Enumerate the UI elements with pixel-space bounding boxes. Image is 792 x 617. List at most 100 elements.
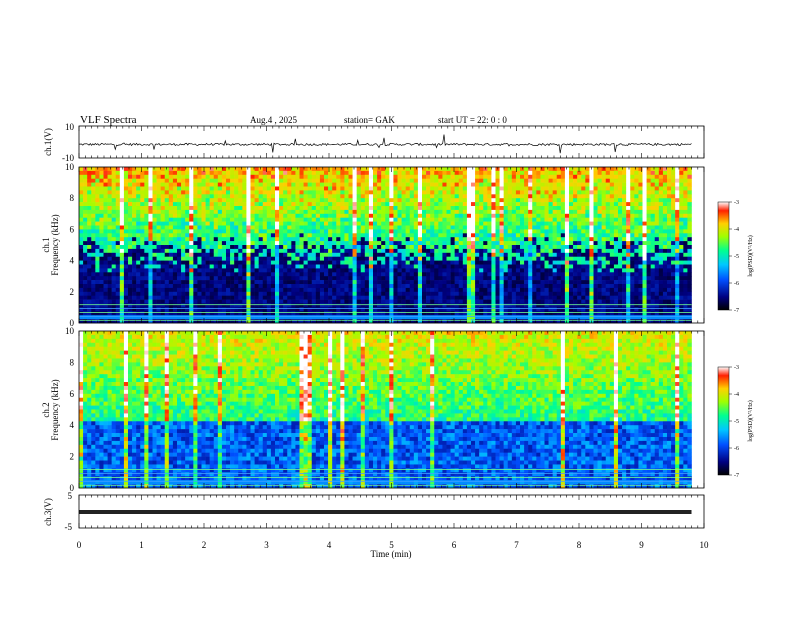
spec1-cell — [213, 209, 219, 215]
spec1-cell — [226, 198, 231, 203]
spec1-cell — [217, 190, 223, 195]
spec1-cell — [172, 233, 178, 238]
spec1-cell — [242, 295, 247, 300]
spec1-cell — [189, 221, 194, 226]
spec1-cell — [197, 182, 202, 187]
spec1-cell — [128, 186, 133, 191]
spec1-cell — [581, 202, 586, 207]
spec1-cell — [91, 178, 96, 183]
spec1-cell — [193, 299, 198, 304]
spec1-cell — [479, 319, 484, 324]
spec1-cell — [148, 241, 153, 246]
spec1-cell — [360, 264, 366, 269]
spec1-cell — [168, 272, 174, 277]
spec1-cell — [483, 256, 488, 261]
spec1-cell — [401, 311, 406, 316]
spec1-cell — [128, 194, 133, 199]
spec1-cell — [336, 287, 341, 293]
spec1-cell — [148, 311, 153, 316]
spec1-cell — [377, 190, 382, 195]
spec1-cell — [140, 229, 145, 234]
spec1-cell — [413, 245, 419, 250]
spec1-cell — [536, 225, 541, 230]
spec1-cell — [119, 241, 125, 246]
spec1-cell — [356, 198, 362, 203]
spec1-cell — [172, 284, 178, 289]
spec1-cell — [140, 167, 145, 172]
spec1-cell — [242, 194, 247, 199]
spec1-cell — [438, 272, 443, 277]
spec1-cell — [319, 186, 325, 191]
spec1-cell — [287, 167, 292, 172]
spec1-cell — [503, 190, 509, 195]
spec1-cell — [348, 237, 353, 242]
spec1-cell — [258, 264, 264, 269]
spec1-cell — [140, 233, 145, 238]
spec1-cell — [466, 237, 472, 242]
spec1-cell — [373, 284, 378, 289]
spec1-cell — [91, 202, 96, 207]
spec1-cell — [87, 272, 92, 277]
spec1-cell — [311, 241, 317, 246]
spec1-cell — [275, 303, 280, 308]
spec1-cell — [332, 319, 337, 324]
spec1-cell — [205, 295, 210, 300]
spec1-cell — [156, 213, 161, 218]
spec1-cell — [360, 291, 366, 296]
spec1-cell — [164, 307, 170, 312]
spec1-cell — [234, 213, 239, 218]
spec1-cell — [193, 248, 198, 254]
spec1-cell — [181, 221, 186, 226]
spec1-cell — [483, 225, 488, 230]
spec1-cell — [544, 280, 549, 285]
spec1-cell — [307, 315, 313, 320]
spec1-cell — [483, 217, 488, 222]
spec1-cell — [511, 299, 517, 304]
spec1-cell — [291, 303, 296, 308]
spec1-cell — [552, 170, 558, 176]
spec1-cell — [270, 241, 276, 246]
spec1-cell — [426, 284, 431, 289]
spec1-cell — [438, 213, 443, 218]
spec1-cell — [303, 217, 308, 222]
spec1-cell — [511, 307, 517, 312]
spec1-cell — [528, 167, 533, 172]
spec1-cell — [115, 170, 121, 176]
spec1-cell — [132, 264, 137, 269]
spec1-cell — [487, 280, 492, 285]
spec1-cell — [221, 291, 227, 296]
spec1-cell — [581, 194, 586, 199]
spec1-cell — [515, 287, 521, 293]
spec1-cell — [422, 174, 427, 179]
spec1-cell — [87, 307, 92, 312]
spec1-cell — [577, 225, 582, 230]
spec1-cell — [250, 276, 255, 281]
spec1-cell — [520, 198, 525, 203]
spec1-cell — [156, 170, 161, 176]
spec1-cell — [136, 229, 141, 234]
spec1-cell — [103, 186, 108, 191]
spec1-cell — [250, 167, 255, 172]
spec1-cell — [217, 229, 223, 234]
spec1-cell — [315, 307, 321, 312]
spec1-cell — [356, 194, 362, 199]
spec1-cell — [405, 194, 411, 199]
spec1-cell — [189, 245, 194, 250]
spec1-cell — [299, 303, 304, 308]
spec1-cell — [279, 276, 284, 281]
spec1-cell — [364, 241, 370, 246]
spec1-cell — [262, 198, 268, 203]
spec1-cell — [336, 182, 341, 187]
spec1-cell — [315, 272, 321, 277]
spec1-cell — [524, 229, 529, 234]
spec1-cell — [552, 248, 558, 254]
spec1-cell — [205, 194, 210, 199]
spec1-cell — [483, 178, 488, 183]
spec1-cell — [462, 268, 468, 273]
spec1-cell — [507, 221, 513, 226]
spec1-cell — [115, 280, 121, 285]
spec1-cell — [291, 252, 296, 257]
spec1-cell — [197, 299, 202, 304]
spec1-cell — [364, 264, 370, 269]
spec1-cell — [79, 186, 84, 191]
